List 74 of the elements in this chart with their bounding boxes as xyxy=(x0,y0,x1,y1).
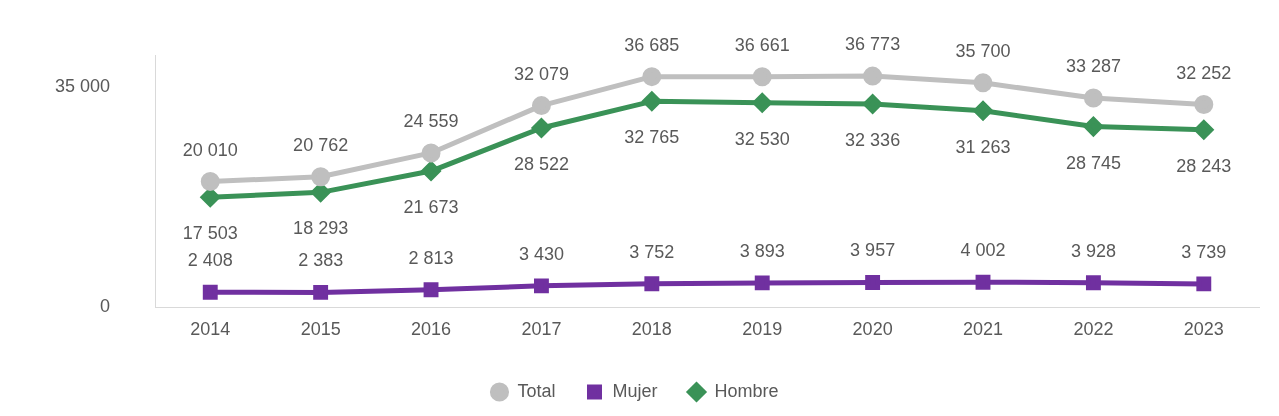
point xyxy=(863,66,883,86)
point xyxy=(200,187,220,207)
point xyxy=(1194,120,1214,140)
point xyxy=(644,276,660,292)
data-label: 3 928 xyxy=(1070,240,1116,261)
data-label: 17 503 xyxy=(182,223,238,244)
data-label: 18 293 xyxy=(293,218,349,239)
point xyxy=(1085,275,1101,291)
data-label: 31 263 xyxy=(955,136,1011,157)
data-label: 24 559 xyxy=(403,110,459,131)
data-label: 2 408 xyxy=(187,250,233,271)
point xyxy=(202,284,218,300)
data-label: 28 745 xyxy=(1065,152,1121,173)
x-tick-label: 2022 xyxy=(1073,319,1114,340)
data-label: 20 010 xyxy=(182,139,238,160)
point xyxy=(1083,88,1103,108)
x-tick-label: 2015 xyxy=(300,319,341,340)
point xyxy=(421,143,441,163)
legend-label: Mujer xyxy=(612,380,658,401)
data-label: 3 893 xyxy=(739,240,785,261)
data-label: 2 383 xyxy=(298,250,344,271)
data-label: 36 685 xyxy=(624,34,680,55)
data-label: 28 243 xyxy=(1176,155,1232,176)
point xyxy=(313,284,329,300)
x-tick-label: 2018 xyxy=(631,319,672,340)
data-label: 3 752 xyxy=(629,241,675,262)
y-tick-label: 0 xyxy=(100,296,111,317)
data-label: 3 739 xyxy=(1181,241,1227,262)
data-label: 32 079 xyxy=(513,63,569,84)
data-label: 32 765 xyxy=(624,127,680,148)
point xyxy=(311,167,331,187)
data-label: 32 252 xyxy=(1176,62,1232,83)
point xyxy=(1196,276,1212,292)
point xyxy=(752,67,772,87)
point xyxy=(642,91,662,111)
point xyxy=(531,118,551,138)
data-label: 36 661 xyxy=(734,34,790,55)
point xyxy=(973,73,993,93)
point xyxy=(752,93,772,113)
point xyxy=(1083,117,1103,137)
x-tick-label: 2019 xyxy=(742,319,783,340)
point xyxy=(423,282,439,298)
x-tick-label: 2021 xyxy=(962,319,1004,340)
legend-label: Hombre xyxy=(714,380,779,401)
data-label: 3 430 xyxy=(518,243,564,264)
x-tick-label: 2023 xyxy=(1183,319,1224,340)
point xyxy=(975,274,991,290)
point xyxy=(865,275,881,290)
point xyxy=(531,96,551,116)
data-label: 2 813 xyxy=(408,247,454,268)
x-tick-label: 2016 xyxy=(411,319,452,340)
point xyxy=(973,101,993,121)
point xyxy=(1194,95,1214,115)
data-label: 21 673 xyxy=(403,197,459,218)
x-tick-label: 2014 xyxy=(190,319,231,340)
y-tick-label: 35 000 xyxy=(54,76,111,97)
point xyxy=(863,94,883,114)
x-tick-label: 2020 xyxy=(852,319,893,340)
point xyxy=(533,278,549,294)
data-label: 32 530 xyxy=(734,128,790,149)
data-label: 4 002 xyxy=(960,240,1006,261)
data-label: 33 287 xyxy=(1065,55,1121,76)
point xyxy=(754,275,770,291)
legend-label: Total xyxy=(517,380,556,401)
data-label: 20 762 xyxy=(293,134,349,155)
x-tick-label: 2017 xyxy=(521,319,562,340)
point xyxy=(642,67,662,87)
point xyxy=(421,161,441,181)
point xyxy=(200,172,220,192)
data-label: 35 700 xyxy=(955,40,1011,61)
data-label: 28 522 xyxy=(513,153,569,174)
data-label: 3 957 xyxy=(850,240,896,261)
data-label: 36 773 xyxy=(845,34,901,55)
data-label: 32 336 xyxy=(845,129,901,150)
